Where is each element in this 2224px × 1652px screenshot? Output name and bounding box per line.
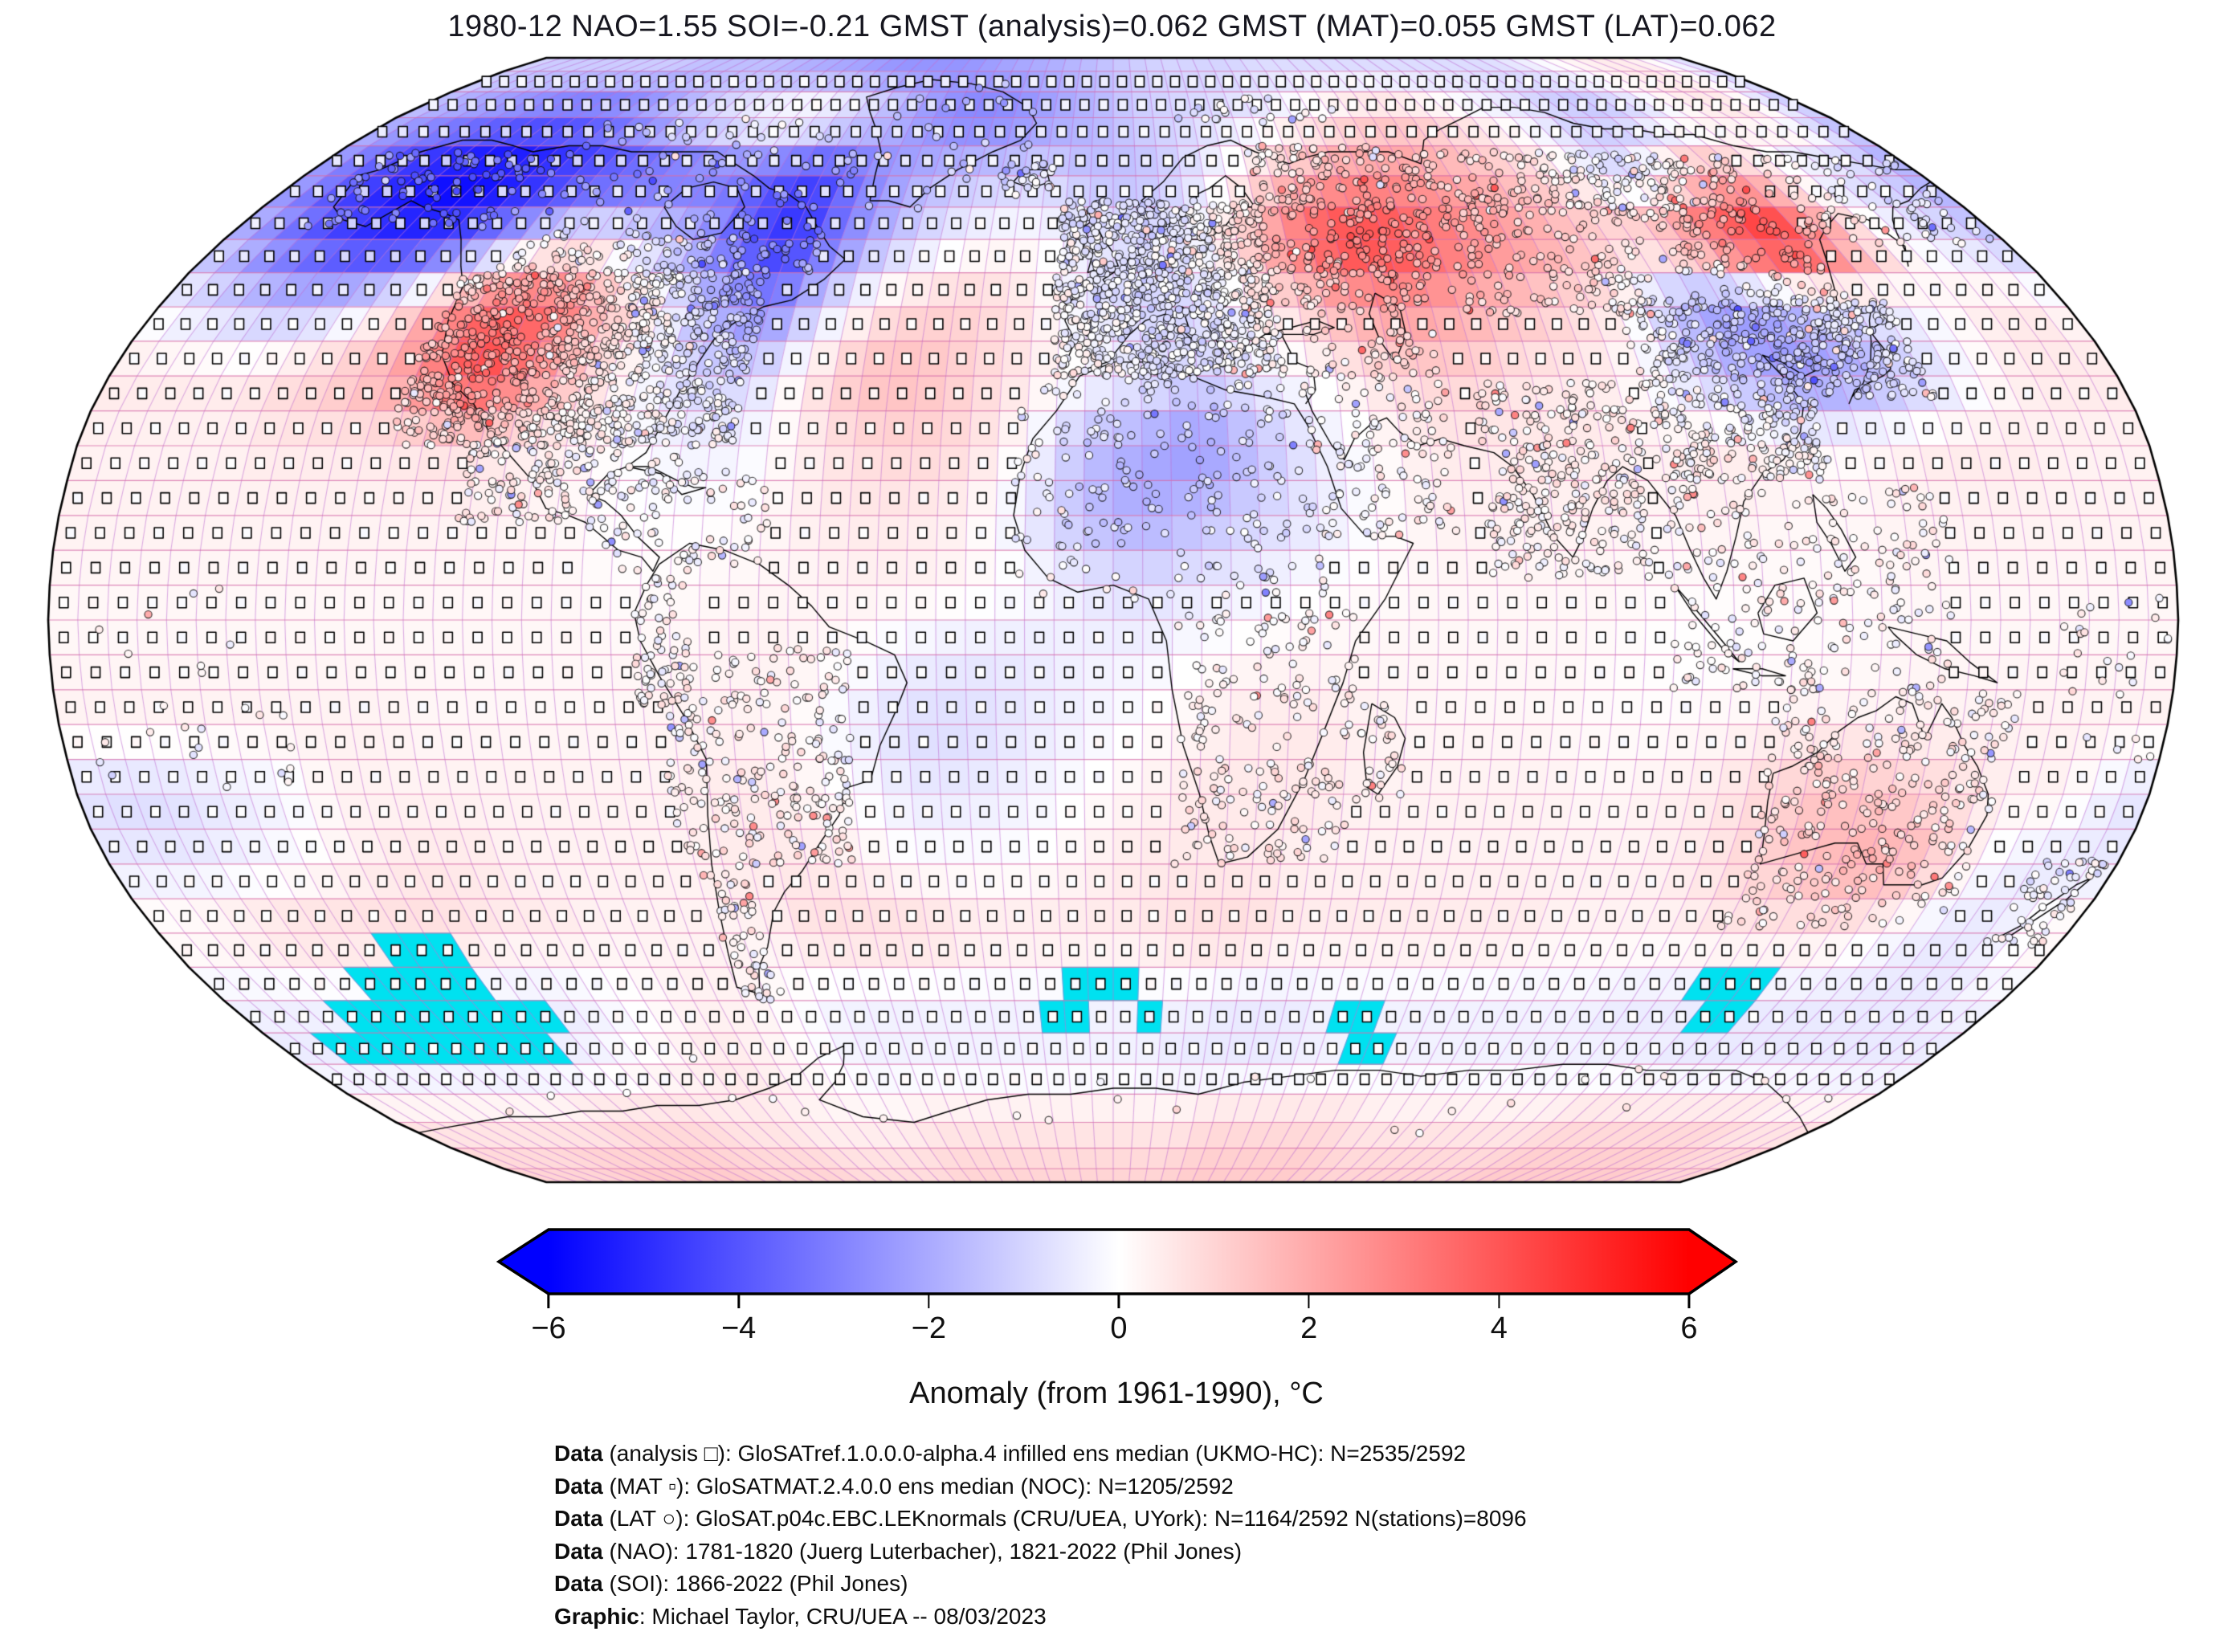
colorbar-arrow-bar: [496, 1228, 1739, 1295]
tick-mark: [737, 1295, 740, 1308]
tick-label: 2: [1300, 1311, 1318, 1345]
data-credits: Data (analysis □): GloSATref.1.0.0.0-alp…: [554, 1438, 1527, 1633]
credit-line: Data (SOI): 1866-2022 (Phil Jones): [554, 1571, 908, 1596]
tick-label: 4: [1490, 1311, 1508, 1345]
colorbar-tick: 6: [1680, 1295, 1698, 1346]
colorbar: −6 −4 −2 0 2 4 6 Anomaly (from 1961-1990), °C: [494, 1227, 1739, 1444]
tick-label: −4: [720, 1311, 757, 1345]
world-anomaly-map-canvas: [0, 0, 2224, 1205]
colorbar-tick: 4: [1491, 1295, 1508, 1346]
credit-line: Data (MAT ▫): GloSATMAT.2.4.0.0 ens medi…: [554, 1473, 1234, 1499]
colorbar-tick: −4: [721, 1295, 756, 1346]
colorbar-tick: −6: [531, 1295, 566, 1346]
tick-mark: [1498, 1295, 1500, 1308]
tick-label: 6: [1680, 1311, 1698, 1345]
colorbar-tick: −2: [912, 1295, 946, 1346]
credit-line: Data (LAT ○): GloSAT.p04c.EBC.LEKnormals…: [554, 1506, 1527, 1531]
colorbar-tick: 2: [1300, 1295, 1317, 1346]
colorbar-gradient-svg: [496, 1228, 1739, 1295]
credit-line: Graphic: Michael Taylor, CRU/UEA -- 08/0…: [554, 1603, 1047, 1629]
tick-mark: [1687, 1295, 1691, 1308]
tick-mark: [1117, 1295, 1120, 1308]
tick-mark: [928, 1295, 930, 1308]
tick-mark: [547, 1295, 550, 1308]
credit-line: Data (analysis □): GloSATref.1.0.0.0-alp…: [554, 1441, 1467, 1466]
tick-label: 0: [1110, 1311, 1128, 1345]
tick-label: −6: [531, 1311, 566, 1345]
colorbar-axis-label: Anomaly (from 1961-1990), °C: [909, 1377, 1324, 1410]
tick-label: −2: [911, 1311, 946, 1345]
credit-line: Data (NAO): 1781-1820 (Juerg Luterbacher…: [554, 1538, 1243, 1564]
colorbar-tick: 0: [1110, 1295, 1128, 1346]
tick-mark: [1308, 1295, 1310, 1308]
